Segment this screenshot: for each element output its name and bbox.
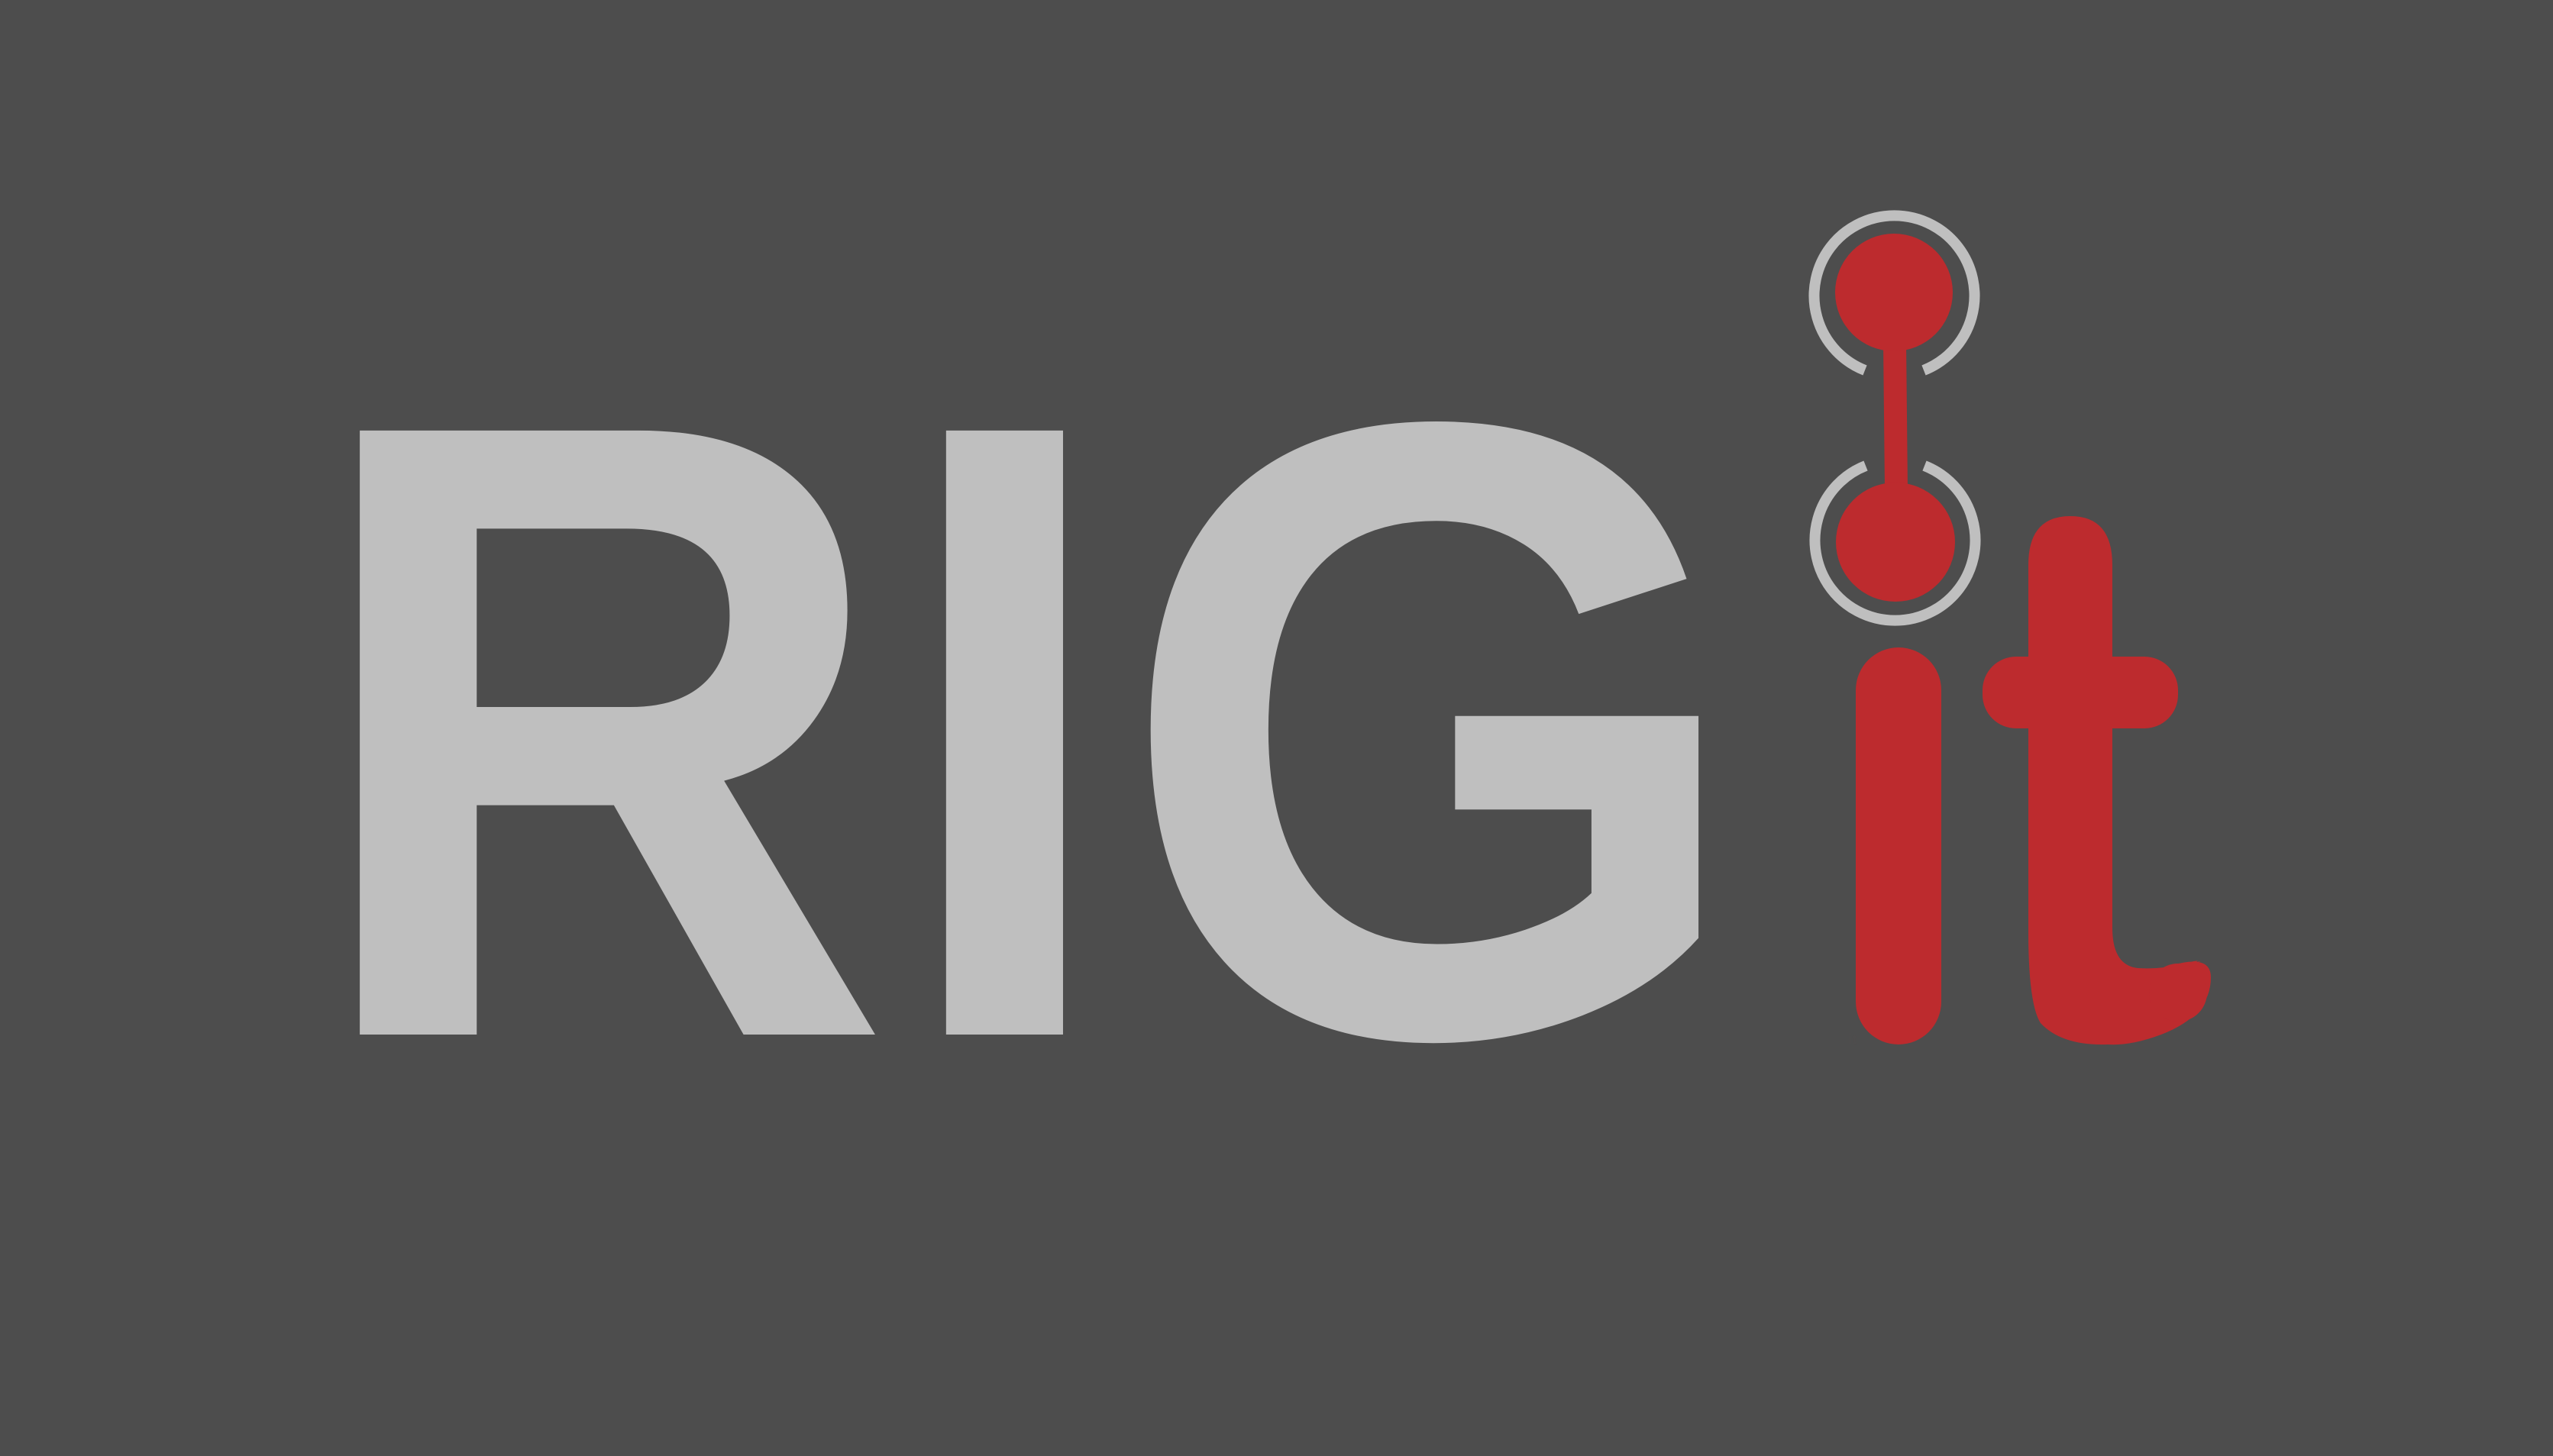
logo-text-accent: it	[1848, 1031, 1858, 1048]
letter-i-stem	[1856, 647, 1941, 1044]
upper-joint-ring	[1808, 210, 1980, 376]
bone-link	[1883, 342, 1908, 489]
lower-joint	[1836, 483, 1955, 602]
letter-t-crossbar	[1983, 657, 2178, 728]
letter-t-tail	[2149, 964, 2207, 1022]
joint-chain-icon	[1808, 210, 1981, 626]
upper-joint	[1835, 234, 1953, 351]
lower-joint-ring	[1809, 460, 1981, 626]
logo-text-main: RIG	[305, 240, 1749, 1221]
letter-t	[1983, 516, 2211, 1045]
letter-t-stem	[2028, 516, 2211, 1045]
